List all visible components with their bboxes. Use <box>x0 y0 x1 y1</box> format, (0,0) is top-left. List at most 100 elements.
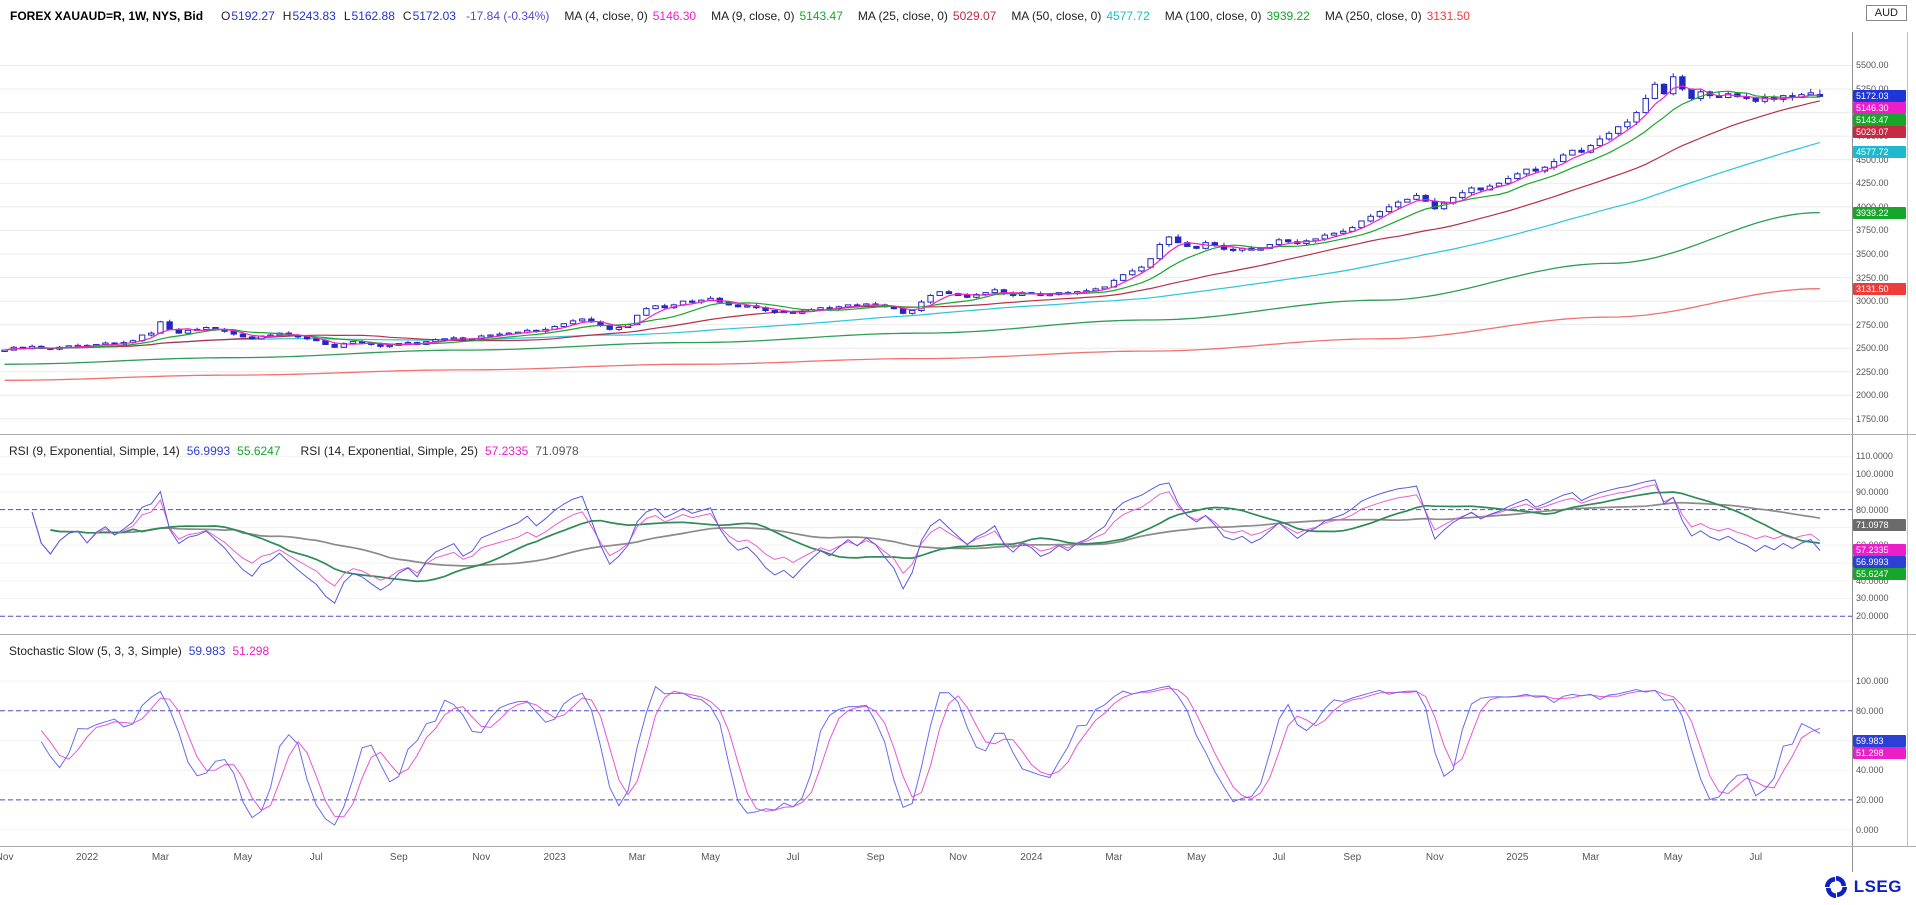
x-axis-label: May <box>1187 852 1206 863</box>
price-change: -17.84 (-0.34%) <box>465 9 550 23</box>
price-chart-canvas[interactable] <box>0 32 1852 434</box>
stochastic-chart-canvas[interactable]: Stochastic Slow (5, 3, 3, Simple) 59.983 5… <box>0 635 1852 846</box>
main-chart-legend: FOREX XAUAUD=R, 1W, NYS, Bid O5192.27 H52… <box>0 0 1916 32</box>
ma-legend-item-4[interactable]: MA (4, close, 0) 5146.30 <box>564 9 696 23</box>
x-axis-label: Sep <box>866 852 885 863</box>
ma-legend-item-50[interactable]: MA (50, close, 0) 4577.72 <box>1011 9 1149 23</box>
time-axis-spacer <box>1852 847 1916 872</box>
rsi9-badge: 56.9993 <box>1853 556 1906 569</box>
indicator-legend-group[interactable]: RSI (9, Exponential, Simple, 14) 56.9993 5… <box>9 444 281 458</box>
ma25-badge: 5029.07 <box>1853 126 1906 139</box>
x-axis-label: Nov <box>1425 852 1444 863</box>
rsi-legend[interactable]: RSI (9, Exponential, Simple, 14) 56.9993 5… <box>9 444 599 458</box>
indicator-value: 56.9993 <box>186 444 231 458</box>
x-axis-label: 2022 <box>75 852 99 863</box>
x-axis-label: Nov <box>472 852 491 863</box>
x-axis-label: Jul <box>786 852 800 863</box>
y-axis-tick: 2250.00 <box>1856 366 1889 377</box>
time-axis[interactable]: Nov 2022 Mar May Jul Sep Nov 2023 Mar May Jul Sep No… <box>0 846 1916 872</box>
ma-legend-item-9[interactable]: MA (9, close, 0) 5143.47 <box>711 9 843 23</box>
ma-value: 4577.72 <box>1106 9 1150 23</box>
ma-value: 5143.47 <box>799 9 843 23</box>
ohlc-key: H <box>282 9 292 23</box>
ohlc-value: 5192.27 <box>231 9 275 23</box>
ma-value: 3939.22 <box>1266 9 1310 23</box>
ohlc-value: 5162.88 <box>351 9 395 23</box>
footer: LSEG <box>0 872 1916 905</box>
indicator-legend-group[interactable]: RSI (14, Exponential, Simple, 25) 57.2335… <box>301 444 579 458</box>
y-axis-tick: 0.000 <box>1856 824 1879 835</box>
stochastic-panel: Stochastic Slow (5, 3, 3, Simple) 59.983 5… <box>0 634 1916 846</box>
y-axis-tick: 5250.00 <box>1856 84 1889 95</box>
y-axis-tick: 80.000 <box>1856 705 1884 716</box>
y-axis-tick: 3750.00 <box>1856 225 1889 236</box>
y-axis-tick: 30.0000 <box>1856 593 1889 604</box>
indicator-value: 71.0978 <box>535 444 579 458</box>
indicator-label: RSI (14, Exponential, Simple, 25) <box>300 444 478 458</box>
ohlc-value: 5172.03 <box>412 9 456 23</box>
x-axis-label: Mar <box>628 852 646 863</box>
x-axis-label: Nov <box>949 852 967 863</box>
y-axis-tick: 100.000 <box>1856 676 1889 687</box>
axis-currency-button[interactable]: AUD <box>1865 5 1907 21</box>
indicator-legend-group[interactable]: Stochastic Slow (5, 3, 3, Simple) 59.983 5… <box>9 644 269 658</box>
y-axis-tick: 3000.00 <box>1856 296 1889 307</box>
rsi-y-axis[interactable]: 20.000030.000040.000050.000060.000070.00… <box>1852 435 1908 634</box>
price-y-axis[interactable]: 1750.00 2000.00 2250.00 2500.00 2750.00 3000.… <box>1852 32 1908 434</box>
ma-label: MA (100, close, 0) <box>1164 9 1262 23</box>
y-axis-tick: 40.0000 <box>1856 575 1889 586</box>
rsi-chart-canvas[interactable]: RSI (9, Exponential, Simple, 14) 56.9993 5… <box>0 435 1852 634</box>
indicator-value: 57.2335 <box>484 444 529 458</box>
y-axis-tick: 2000.00 <box>1856 390 1889 401</box>
lseg-logo-mark <box>1824 876 1847 898</box>
ma250-badge: 3131.50 <box>1853 282 1906 295</box>
y-axis-tick: 90.0000 <box>1856 486 1889 497</box>
ma-value: 5029.07 <box>952 9 997 23</box>
lseg-wordmark: LSEG <box>1853 877 1902 896</box>
rsi14-badge: 57.2335 <box>1853 544 1906 557</box>
price-panel: 1750.00 2000.00 2250.00 2500.00 2750.00 3000.… <box>0 32 1916 434</box>
x-axis-label: May <box>233 852 253 863</box>
ohlc-key: L <box>343 9 351 23</box>
ma-legend-item-250[interactable]: MA (250, close, 0) 3131.50 <box>1325 9 1470 23</box>
x-axis-label: Jul <box>1749 852 1763 863</box>
stoch-k-badge: 59.983 <box>1853 734 1906 747</box>
ma-value: 5146.30 <box>652 9 697 23</box>
ma-label: MA (50, close, 0) <box>1011 9 1102 23</box>
ma-legend-item-25[interactable]: MA (25, close, 0) 5029.07 <box>858 9 996 23</box>
x-axis-label: Jul <box>309 852 323 863</box>
indicator-label: RSI (9, Exponential, Simple, 14) <box>9 444 180 458</box>
stochastic-legend[interactable]: Stochastic Slow (5, 3, 3, Simple) 59.983 5… <box>9 644 289 658</box>
indicator-value: 55.6247 <box>237 444 281 458</box>
lseg-logo: LSEG <box>1824 875 1902 899</box>
ma-value: 3131.50 <box>1426 9 1470 23</box>
ma-label: MA (25, close, 0) <box>857 9 948 23</box>
x-axis-label: Sep <box>389 852 408 863</box>
y-axis-tick: 1750.00 <box>1856 413 1889 424</box>
ma-label: MA (4, close, 0) <box>564 9 648 23</box>
y-axis-tick: 20.0000 <box>1856 611 1889 622</box>
ma50-badge: 4577.72 <box>1853 146 1906 159</box>
ohlc-readout: O5192.27 H5243.83 L5162.88 C5172.03 <box>213 9 456 23</box>
y-axis-tick: 5500.00 <box>1856 60 1889 71</box>
stochastic-y-axis[interactable]: 0.00020.00040.00060.00080.000100.00059.9… <box>1852 635 1908 846</box>
ohlc-key: C <box>402 9 412 23</box>
rsi9-smoothing-badge: 55.6247 <box>1853 568 1906 581</box>
ma100-badge: 3939.22 <box>1853 206 1906 219</box>
x-axis-label: Nov <box>0 852 14 863</box>
ma-legend-item-100[interactable]: MA (100, close, 0) 3939.22 <box>1165 9 1310 23</box>
ohlc-value: 5243.83 <box>292 9 336 23</box>
indicator-label: Stochastic Slow (5, 3, 3, Simple) <box>9 644 182 658</box>
ma-label: MA (250, close, 0) <box>1324 9 1422 23</box>
y-axis-tick: 80.0000 <box>1856 504 1889 515</box>
y-axis-tick: 110.0000 <box>1856 451 1893 462</box>
ma-label: MA (9, close, 0) <box>711 9 795 23</box>
x-axis-label: 2024 <box>1020 852 1043 863</box>
y-axis-tick: 100.0000 <box>1856 469 1894 480</box>
last-price-badge: 5172.03 <box>1853 90 1906 103</box>
x-axis-label: Mar <box>1582 852 1600 863</box>
instrument-title[interactable]: FOREX XAUAUD=R, 1W, NYS, Bid <box>10 9 204 23</box>
ma4-badge: 5146.30 <box>1853 102 1906 115</box>
y-axis-tick: 20.000 <box>1856 794 1884 805</box>
